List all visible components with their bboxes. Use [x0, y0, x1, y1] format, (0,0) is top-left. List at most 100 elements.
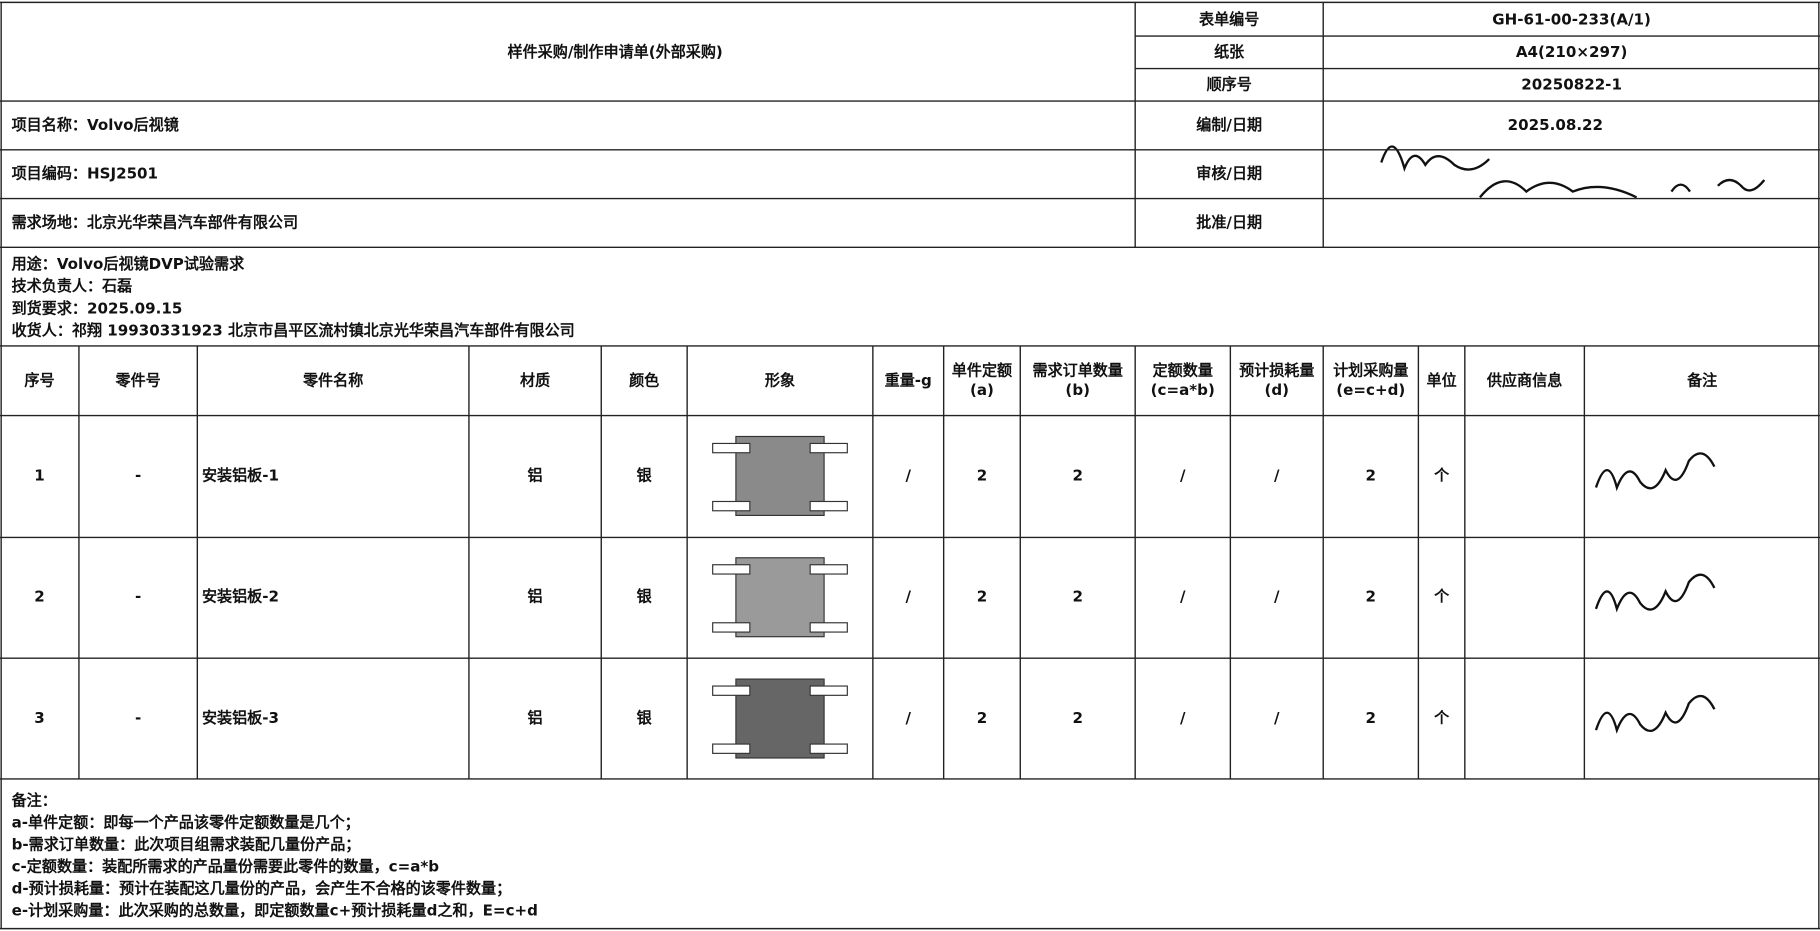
detail-line: 用途：Volvo后视镜DVP试验需求 — [12, 255, 245, 273]
column-header: (c=a*b) — [1151, 381, 1215, 399]
cell: / — [1180, 466, 1186, 484]
signature — [1479, 178, 1766, 199]
cell: 2 — [1072, 466, 1083, 484]
cell: 银 — [637, 466, 653, 484]
column-header: 单件定额 — [952, 361, 1013, 379]
part-image — [735, 435, 825, 516]
cell: 安装铝板-2 — [202, 588, 279, 606]
cell: 2 — [977, 709, 988, 727]
cell: 安装铝板-1 — [202, 466, 279, 484]
column-header: (b) — [1065, 381, 1090, 399]
cell: / — [1180, 588, 1186, 606]
cell: / — [1180, 709, 1186, 727]
column-header: (d) — [1264, 381, 1289, 399]
cell: 铝 — [528, 588, 543, 606]
cell: 3 — [34, 709, 45, 727]
cell: 个 — [1433, 709, 1450, 727]
cell: 个 — [1433, 588, 1450, 606]
handwriting — [1594, 573, 1716, 613]
info-label: 编制/日期 — [1196, 116, 1262, 134]
meta-label: 表单编号 — [1198, 10, 1259, 28]
column-header: 零件名称 — [302, 371, 363, 389]
detail-line: 到货要求：2025.09.15 — [12, 299, 183, 317]
part-tab — [809, 442, 848, 454]
column-header: 需求订单数量 — [1032, 361, 1122, 379]
column-header: 序号 — [24, 371, 54, 389]
signature — [1380, 145, 1491, 172]
column-header: 计划采购量 — [1333, 361, 1408, 379]
part-tab — [712, 743, 751, 754]
cell: 2 — [1072, 588, 1083, 606]
column-header: (a) — [970, 381, 994, 399]
cell: 2 — [34, 588, 45, 606]
column-header: 颜色 — [629, 371, 659, 389]
info-text: 项目编码：HSJ2501 — [12, 165, 158, 183]
part-tab — [712, 622, 751, 633]
part-image — [735, 678, 825, 759]
cell: 2 — [1366, 466, 1377, 484]
cell: 2 — [1366, 709, 1377, 727]
cell: - — [135, 709, 141, 727]
handwriting — [1594, 694, 1716, 734]
cell: / — [906, 466, 912, 484]
cell: 2 — [977, 466, 988, 484]
note-line: e-计划采购量：此次采购的总数量，即定额数量c+预计损耗量d之和，E=c+d — [12, 902, 538, 920]
note-line: c-定额数量：装配所需求的产品量份需要此零件的数量，c=a*b — [12, 858, 440, 876]
part-tab — [809, 743, 848, 754]
part-tab — [712, 442, 751, 454]
note-line: b-需求订单数量：此次项目组需求装配几量份产品； — [12, 836, 361, 854]
info-value: 2025.08.22 — [1508, 116, 1603, 134]
info-text: 项目名称：Volvo后视镜 — [12, 116, 179, 134]
cell: - — [135, 588, 141, 606]
part-tab — [809, 622, 848, 633]
cell: / — [906, 709, 912, 727]
column-header: 供应商信息 — [1486, 371, 1562, 389]
part-tab — [712, 685, 751, 696]
part-tab — [712, 500, 751, 512]
part-tab — [809, 564, 848, 575]
cell: / — [1274, 466, 1280, 484]
column-header: 形象 — [765, 371, 795, 389]
cell: 2 — [1366, 588, 1377, 606]
handwriting — [1594, 452, 1716, 492]
info-text: 需求场地：北京光华荣昌汽车部件有限公司 — [12, 213, 298, 231]
cell: - — [135, 466, 141, 484]
info-label: 审核/日期 — [1196, 165, 1262, 183]
meta-value: 20250822-1 — [1521, 75, 1622, 93]
cell: 银 — [637, 709, 653, 727]
cell: 安装铝板-3 — [202, 709, 279, 727]
column-header: 预计损耗量 — [1239, 361, 1314, 379]
column-header: 定额数量 — [1153, 361, 1213, 379]
cell: 2 — [977, 588, 988, 606]
form-title: 样件采购/制作申请单(外部采购) — [508, 43, 723, 61]
cell: / — [1274, 709, 1280, 727]
cell: 铝 — [528, 466, 543, 484]
column-header: 重量-g — [885, 371, 932, 389]
note-line: d-预计损耗量：预计在装配这几量份的产品，会产生不合格的该零件数量； — [12, 880, 512, 898]
part-image — [735, 557, 825, 638]
cell: 铝 — [528, 709, 543, 727]
column-header: (e=c+d) — [1336, 381, 1405, 399]
note-line: a-单件定额：即每一个产品该零件定额数量是几个； — [12, 814, 360, 832]
part-tab — [809, 500, 848, 512]
cell: / — [1274, 588, 1280, 606]
column-header: 材质 — [520, 371, 550, 389]
info-label: 批准/日期 — [1196, 213, 1262, 231]
note-line: 备注： — [11, 791, 57, 809]
cell: 1 — [34, 466, 45, 484]
cell: 银 — [637, 588, 653, 606]
detail-line: 技术负责人：石磊 — [12, 277, 133, 295]
column-header: 零件号 — [115, 371, 161, 389]
column-header: 单位 — [1427, 371, 1457, 389]
cell: 2 — [1072, 709, 1083, 727]
meta-label: 顺序号 — [1207, 75, 1252, 93]
cell: / — [906, 588, 912, 606]
part-tab — [712, 564, 751, 575]
part-tab — [809, 685, 848, 696]
column-header: 备注 — [1686, 371, 1717, 389]
cell: 个 — [1433, 466, 1450, 484]
meta-value: GH-61-00-233(A/1) — [1492, 10, 1651, 28]
detail-line: 收货人：祁翔 19930331923 北京市昌平区流村镇北京光华荣昌汽车部件有限… — [12, 321, 575, 339]
